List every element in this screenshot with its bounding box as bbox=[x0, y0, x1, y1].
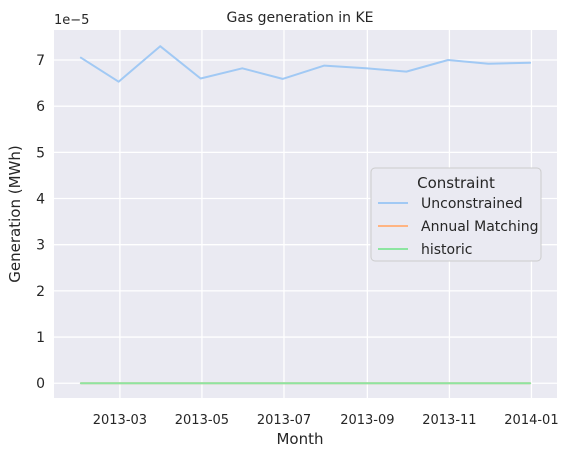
x-tick-label: 2013-11 bbox=[422, 413, 476, 428]
y-axis-label: Generation (MWh) bbox=[6, 145, 24, 282]
y-tick-label: 1 bbox=[36, 330, 45, 346]
legend-item-label: Annual Matching bbox=[421, 219, 538, 235]
y-tick-label: 3 bbox=[36, 238, 45, 254]
y-tick-label: 4 bbox=[36, 192, 45, 208]
legend-box bbox=[370, 167, 542, 262]
series-line-unconstrained bbox=[79, 45, 532, 83]
y-tick-label: 7 bbox=[36, 53, 45, 69]
x-tick-label: 2013-09 bbox=[340, 413, 394, 428]
x-tick-label: 2013-07 bbox=[257, 413, 311, 428]
x-tick-label: 2014-01 bbox=[504, 413, 558, 428]
y-scale-label: 1e−5 bbox=[54, 13, 89, 28]
grid bbox=[54, 30, 557, 398]
x-tick-labels: 2013-03 2013-05 2013-07 2013-09 2013-11 2014-… bbox=[93, 413, 559, 428]
legend-item-label: historic bbox=[421, 242, 472, 258]
y-tick-label: 0 bbox=[36, 376, 45, 392]
x-axis-label: Month bbox=[276, 430, 323, 448]
legend: Constraint Unconstrained Annual Matching h… bbox=[370, 167, 542, 262]
y-tick-label: 2 bbox=[36, 284, 45, 300]
legend-items: Unconstrained Annual Matching historic bbox=[378, 196, 538, 258]
y-tick-label: 5 bbox=[36, 145, 45, 161]
x-tick-label: 2013-03 bbox=[93, 413, 147, 428]
y-tick-label: 6 bbox=[36, 99, 45, 115]
y-tick-labels: 0 1 2 3 4 5 6 7 bbox=[36, 53, 45, 392]
series-lines bbox=[79, 45, 532, 385]
legend-item-label: Unconstrained bbox=[421, 196, 523, 212]
legend-title: Constraint bbox=[417, 174, 495, 192]
x-tick-label: 2013-05 bbox=[175, 413, 229, 428]
chart-title: Gas generation in KE bbox=[227, 10, 374, 26]
